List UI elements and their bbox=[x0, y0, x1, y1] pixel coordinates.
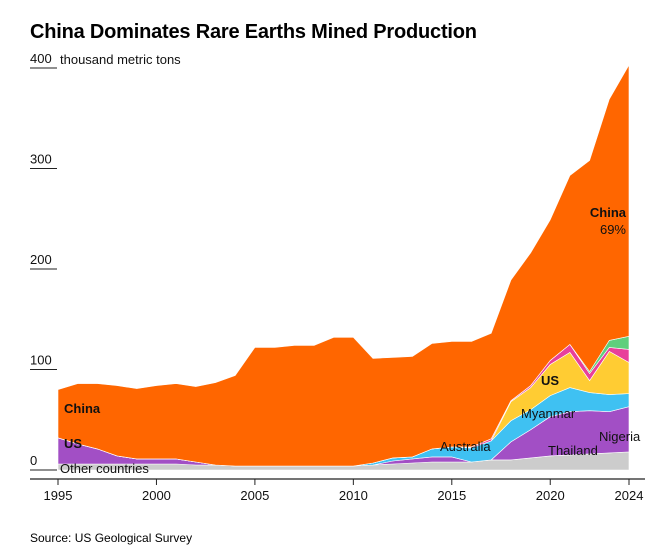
us-label-right: US bbox=[541, 373, 559, 388]
us-label-left: US bbox=[64, 436, 82, 451]
x-tick-label-2015: 2015 bbox=[437, 488, 466, 503]
x-axis-ticks: 1995 2000 2005 2010 2015 2020 2024 bbox=[44, 479, 644, 503]
china-label-right: China bbox=[590, 205, 627, 220]
chart-title: China Dominates Rare Earths Mined Produc… bbox=[30, 21, 477, 43]
y-tick-label-200: 200 bbox=[30, 252, 52, 267]
x-tick-label-1995: 1995 bbox=[44, 488, 73, 503]
gridlines bbox=[30, 67, 57, 471]
myanmar-label: Myanmar bbox=[521, 406, 576, 421]
source-note: Source: US Geological Survey bbox=[30, 531, 193, 545]
thailand-label: Thailand bbox=[548, 443, 598, 458]
china-share-label: 69% bbox=[600, 222, 626, 237]
y-tick-label-100: 100 bbox=[30, 353, 52, 368]
y-tick-label-400: 400 bbox=[30, 51, 52, 66]
nigeria-label: Nigeria bbox=[599, 429, 641, 444]
unit-label: thousand metric tons bbox=[60, 52, 181, 67]
australia-label: Australia bbox=[440, 439, 491, 454]
other-countries-label: Other countries bbox=[60, 461, 149, 476]
y-axis-labels: 0 100 200 300 400 bbox=[30, 51, 52, 468]
y-tick-label-0: 0 bbox=[30, 453, 37, 468]
china-label-left: China bbox=[64, 401, 101, 416]
x-tick-label-2005: 2005 bbox=[240, 488, 269, 503]
area-series-china bbox=[57, 63, 630, 467]
x-tick-label-2020: 2020 bbox=[536, 488, 565, 503]
x-tick-label-2000: 2000 bbox=[142, 488, 171, 503]
area-layers bbox=[57, 63, 630, 471]
y-tick-label-300: 300 bbox=[30, 152, 52, 167]
x-tick-label-2024: 2024 bbox=[615, 488, 644, 503]
series-annotations: thousand metric tons China 69% China US … bbox=[60, 52, 641, 476]
x-tick-label-2010: 2010 bbox=[339, 488, 368, 503]
